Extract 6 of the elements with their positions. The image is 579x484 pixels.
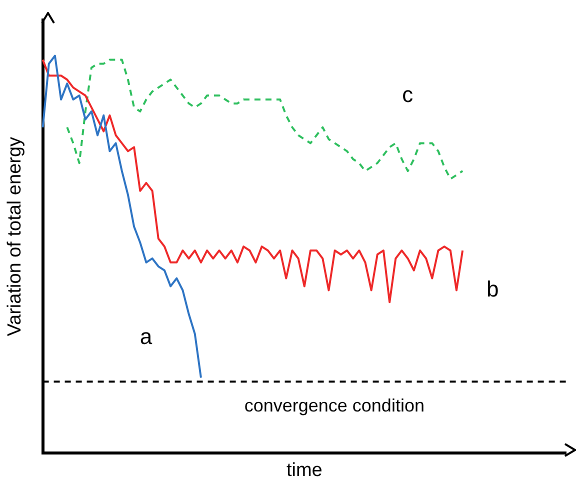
series-label: a — [140, 324, 153, 349]
series-label: b — [486, 276, 499, 302]
y-axis-title: Variation of total energy — [4, 136, 26, 336]
x-axis-title: time — [286, 460, 322, 481]
series-label: c — [402, 82, 414, 108]
ref-line-label: convergence condition — [244, 396, 424, 416]
